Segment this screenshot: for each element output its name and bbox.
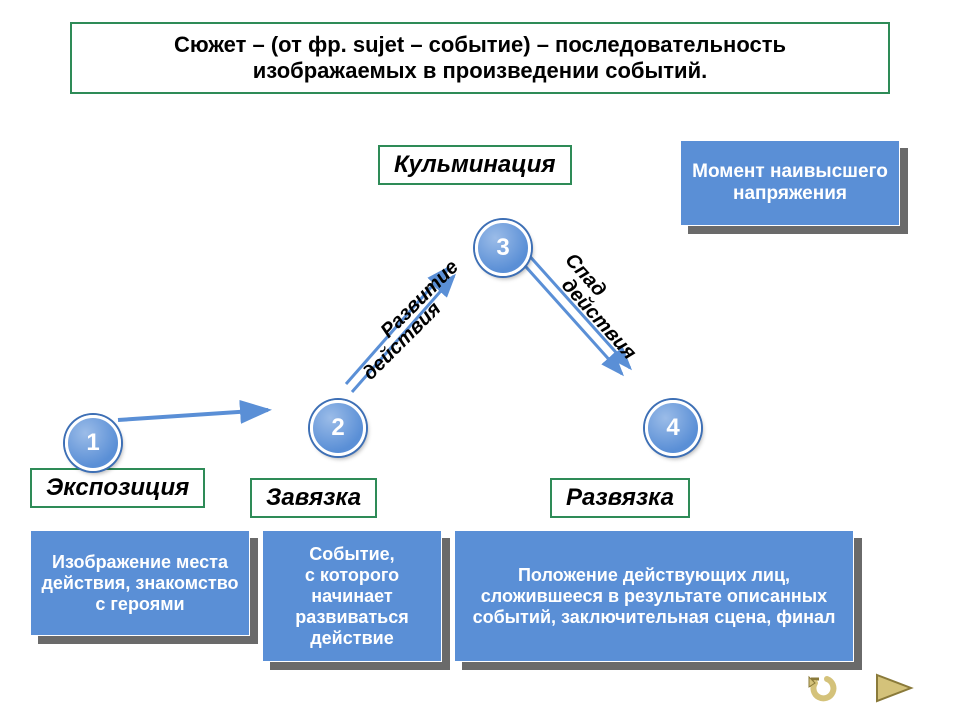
desc-rising: Событие, с которого начинает развиваться… xyxy=(262,530,442,662)
stage-label-climax: Кульминация xyxy=(378,145,572,185)
nav-back-button[interactable] xyxy=(800,668,850,708)
stage-label-rising: Завязка xyxy=(250,478,377,518)
forward-icon xyxy=(873,671,917,705)
desc-exposition: Изображение места действия, знакомство с… xyxy=(30,530,250,636)
desc-climax: Момент наивысшего напряжения xyxy=(680,140,900,226)
node-num: 1 xyxy=(86,429,99,457)
node-1: 1 xyxy=(65,415,121,471)
node-num: 3 xyxy=(496,234,509,262)
nav-forward-button[interactable] xyxy=(870,668,920,708)
node-3: 3 xyxy=(475,220,531,276)
node-2: 2 xyxy=(310,400,366,456)
stage-label-resolution: Развязка xyxy=(550,478,690,518)
definition-box: Сюжет – (от фр. sujet – событие) – после… xyxy=(70,22,890,94)
node-num: 4 xyxy=(666,414,679,442)
node-4: 4 xyxy=(645,400,701,456)
desc-resolution: Положение действующих лиц, сложившееся в… xyxy=(454,530,854,662)
node-num: 2 xyxy=(331,414,344,442)
stage-label-exposition: Экспозиция xyxy=(30,468,205,508)
undo-icon xyxy=(805,673,845,703)
